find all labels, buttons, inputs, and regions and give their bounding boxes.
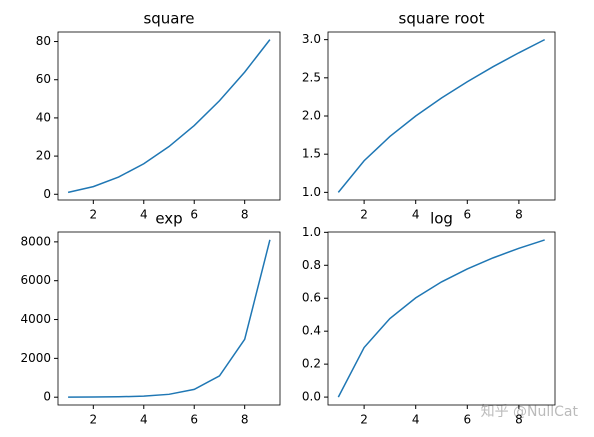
x-tick-label: 4 <box>140 208 148 222</box>
axes-frame <box>57 231 281 406</box>
x-tick-label: 2 <box>360 208 368 222</box>
x-tick-label: 6 <box>463 413 471 427</box>
x-tick-label: 2 <box>89 208 97 222</box>
axes-frame <box>57 31 281 201</box>
y-tick-label: 0 <box>43 187 51 201</box>
y-tick-label: 8000 <box>20 234 51 248</box>
y-tick-label: 2000 <box>20 351 51 365</box>
y-tick-label: 80 <box>36 34 51 48</box>
x-tick-label: 6 <box>190 208 198 222</box>
line-series <box>67 39 271 194</box>
y-tick-label: 0.2 <box>302 357 321 371</box>
y-tick-label: 1.0 <box>302 225 321 239</box>
y-tick-label: 60 <box>36 72 51 86</box>
y-tick-label: 0.8 <box>302 258 321 272</box>
y-tick-label: 1.5 <box>302 147 321 161</box>
y-tick-label: 1.0 <box>302 185 321 199</box>
subplot-title: exp <box>155 210 182 228</box>
y-tick-label: 0 <box>43 390 51 404</box>
watermark: 知乎 @NullCat <box>481 403 579 420</box>
y-tick-label: 3.0 <box>302 32 321 46</box>
x-tick-label: 8 <box>241 208 249 222</box>
x-tick-label: 6 <box>463 208 471 222</box>
x-tick-label: 8 <box>515 208 523 222</box>
x-tick-label: 8 <box>241 413 249 427</box>
x-tick-label: 4 <box>412 413 420 427</box>
y-tick-label: 20 <box>36 149 51 163</box>
subplot-title: log <box>430 210 453 228</box>
y-tick-label: 0.0 <box>302 390 321 404</box>
y-tick-label: 40 <box>36 110 51 124</box>
x-tick-label: 6 <box>190 413 198 427</box>
subplot-title: square root <box>399 10 485 28</box>
y-tick-label: 2.5 <box>302 70 321 84</box>
axes-frame <box>327 231 556 406</box>
subplot-title: square <box>143 10 194 28</box>
x-tick-label: 2 <box>360 413 368 427</box>
line-series <box>337 38 546 193</box>
line-series <box>68 239 271 398</box>
x-tick-label: 8 <box>515 413 523 427</box>
y-tick-label: 6000 <box>20 273 51 287</box>
y-tick-label: 0.4 <box>302 324 321 338</box>
y-tick-label: 2.0 <box>302 109 321 123</box>
x-tick-label: 2 <box>89 413 97 427</box>
axes-frame <box>327 31 556 201</box>
x-tick-label: 4 <box>140 413 148 427</box>
line-series <box>337 239 545 398</box>
y-tick-label: 0.6 <box>302 291 321 305</box>
y-tick-label: 4000 <box>20 312 51 326</box>
x-tick-label: 4 <box>412 208 420 222</box>
